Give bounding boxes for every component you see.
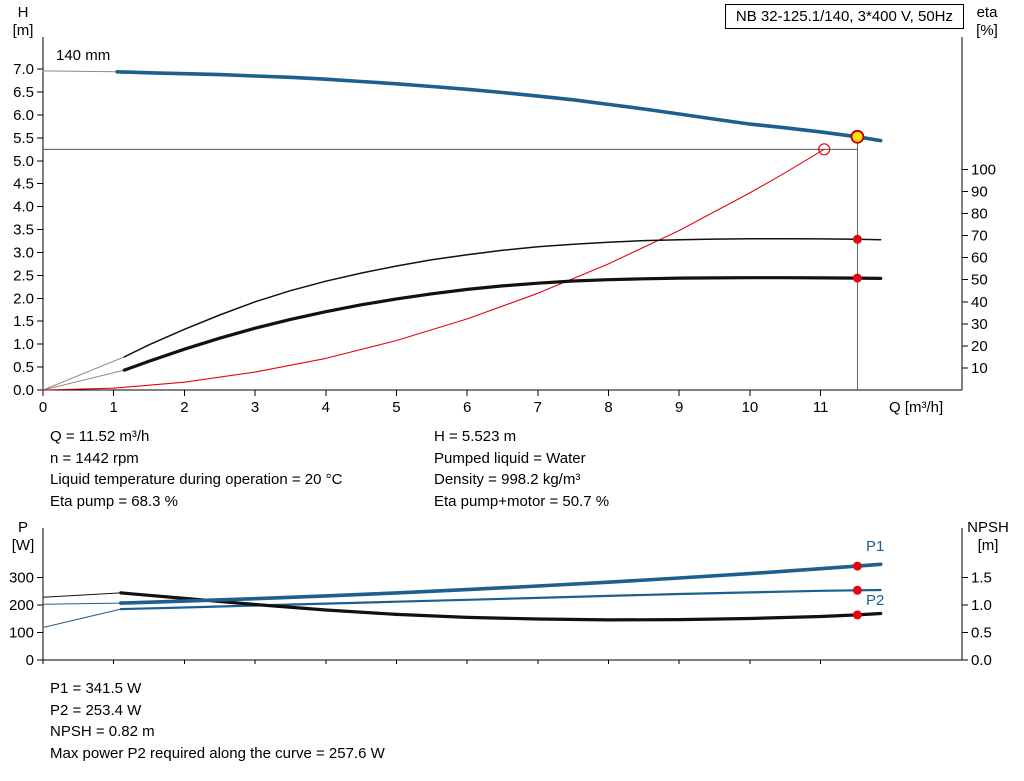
right-tick-label: 20 bbox=[971, 338, 988, 355]
x-tick-label: 6 bbox=[463, 399, 471, 416]
p1-curve-label: P1 bbox=[866, 538, 885, 555]
right-tick-label: 30 bbox=[971, 316, 988, 333]
system-curve bbox=[42, 148, 825, 391]
info-p1: P1 = 341.5 W bbox=[50, 680, 142, 697]
p1-duty-point bbox=[852, 561, 862, 571]
left-tick-label: 0.5 bbox=[13, 359, 34, 376]
info-liquid-temperature: Liquid temperature during operation = 20… bbox=[50, 471, 343, 488]
x-tick-label: 2 bbox=[180, 399, 188, 416]
eta-axis-title: eta [%] bbox=[964, 4, 1010, 40]
duty-point[interactable] bbox=[850, 129, 865, 144]
right-tick-label: 90 bbox=[971, 183, 988, 200]
left-tick-label: 7.0 bbox=[13, 61, 34, 78]
right-tick-label: 1.0 bbox=[971, 597, 992, 614]
npsh-duty-point bbox=[852, 610, 862, 620]
left-tick-label: 0.0 bbox=[13, 382, 34, 399]
power-info-panel: P1 = 341.5 W P2 = 253.4 W NPSH = 0.82 m … bbox=[50, 678, 385, 764]
right-tick-label: 0.5 bbox=[971, 625, 992, 642]
p-axis-unit: [W] bbox=[11, 537, 35, 554]
duty-info-left-column: Q = 11.52 m³/h n = 1442 rpm Liquid tempe… bbox=[50, 426, 342, 512]
h-axis-unit: [m] bbox=[12, 22, 34, 39]
left-tick-label: 300 bbox=[9, 570, 34, 587]
h-axis-title: H [m] bbox=[2, 4, 44, 40]
info-eta-pump: Eta pump = 68.3 % bbox=[50, 492, 178, 510]
x-tick-label: 4 bbox=[322, 399, 330, 416]
eta-pump-curve bbox=[123, 237, 882, 358]
impeller-size-label: 140 mm bbox=[56, 47, 111, 64]
x-tick-label: 5 bbox=[392, 399, 400, 416]
info-max-power: Max power P2 required along the curve = … bbox=[50, 744, 385, 762]
left-tick-label: 3.0 bbox=[13, 244, 34, 261]
x-tick-label: 3 bbox=[251, 399, 259, 416]
right-tick-label: 40 bbox=[971, 294, 988, 311]
system-intersection-point bbox=[818, 143, 831, 156]
info-npsh: NPSH = 0.82 m bbox=[50, 723, 155, 740]
left-tick-label: 0 bbox=[26, 652, 34, 669]
right-tick-label: 10 bbox=[971, 360, 988, 377]
right-tick-label: 70 bbox=[971, 228, 988, 245]
npsh-axis-symbol: NPSH bbox=[967, 519, 1009, 536]
eta-pump-motor-lead-line bbox=[42, 369, 125, 391]
x-tick-label: 9 bbox=[675, 399, 683, 416]
npsh-lead-line bbox=[42, 592, 122, 598]
info-head: H = 5.523 m bbox=[434, 428, 517, 445]
x-tick-label: 7 bbox=[534, 399, 542, 416]
x-tick-label: 10 bbox=[742, 399, 759, 416]
x-tick-label: 1 bbox=[110, 399, 118, 416]
x-tick-label: 11 bbox=[813, 399, 829, 416]
left-tick-label: 6.5 bbox=[13, 84, 34, 101]
left-tick-label: 1.0 bbox=[13, 336, 34, 353]
npsh-axis-unit: [m] bbox=[977, 537, 999, 554]
eta-axis-symbol: eta bbox=[976, 4, 998, 21]
p1-lead-line bbox=[42, 602, 122, 605]
left-tick-label: 3.5 bbox=[13, 222, 34, 239]
left-tick-label: 200 bbox=[9, 597, 34, 614]
info-flow: Q = 11.52 m³/h bbox=[50, 428, 150, 445]
npsh-curve bbox=[119, 591, 883, 622]
x-tick-label: 0 bbox=[39, 399, 47, 416]
left-tick-label: 5.0 bbox=[13, 153, 34, 170]
info-density: Density = 998.2 kg/m³ bbox=[434, 471, 581, 488]
left-tick-label: 5.5 bbox=[13, 130, 34, 147]
info-p2: P2 = 253.4 W bbox=[50, 701, 142, 719]
p2-lead-line bbox=[42, 608, 122, 628]
p2-curve-label: P2 bbox=[866, 592, 885, 609]
right-tick-label: 100 bbox=[971, 161, 996, 178]
eta-axis-unit: [%] bbox=[976, 22, 998, 39]
p-axis-title: P [W] bbox=[2, 519, 44, 555]
p1-curve bbox=[119, 562, 883, 605]
p2-duty-point bbox=[852, 585, 862, 595]
eta-pump-motor-duty-point bbox=[852, 273, 862, 283]
right-tick-label: 80 bbox=[971, 206, 988, 223]
left-tick-label: 4.0 bbox=[13, 199, 34, 216]
eta-pump-lead-line bbox=[42, 356, 125, 391]
info-eta-pump-motor: Eta pump+motor = 50.7 % bbox=[434, 492, 610, 510]
left-tick-label: 6.0 bbox=[13, 107, 34, 124]
q-axis-label: Q [m³/h] bbox=[889, 399, 944, 416]
info-speed: n = 1442 rpm bbox=[50, 449, 139, 467]
right-tick-label: 1.5 bbox=[971, 570, 992, 587]
npsh-axis-title: NPSH [m] bbox=[958, 519, 1018, 555]
right-tick-label: 50 bbox=[971, 272, 988, 289]
p-axis-symbol: P bbox=[17, 519, 28, 536]
left-tick-label: 2.0 bbox=[13, 290, 34, 307]
pump-title-box: NB 32-125.1/140, 3*400 V, 50Hz bbox=[724, 4, 964, 29]
eta-pump-duty-point bbox=[852, 234, 862, 244]
qh-lead-line bbox=[42, 70, 118, 73]
eta-pump-motor-curve bbox=[122, 276, 883, 372]
right-tick-label: 60 bbox=[971, 250, 988, 267]
info-pumped-liquid: Pumped liquid = Water bbox=[434, 449, 586, 467]
qh-curve-140mm bbox=[115, 70, 883, 143]
duty-info-right-column: H = 5.523 m Pumped liquid = Water Densit… bbox=[434, 426, 609, 512]
left-tick-label: 4.5 bbox=[13, 176, 34, 193]
left-tick-label: 2.5 bbox=[13, 267, 34, 284]
h-axis-symbol: H bbox=[17, 4, 29, 21]
right-tick-label: 0.0 bbox=[971, 652, 992, 669]
left-tick-label: 1.5 bbox=[13, 313, 34, 330]
x-tick-label: 8 bbox=[604, 399, 612, 416]
left-tick-label: 100 bbox=[9, 625, 34, 642]
